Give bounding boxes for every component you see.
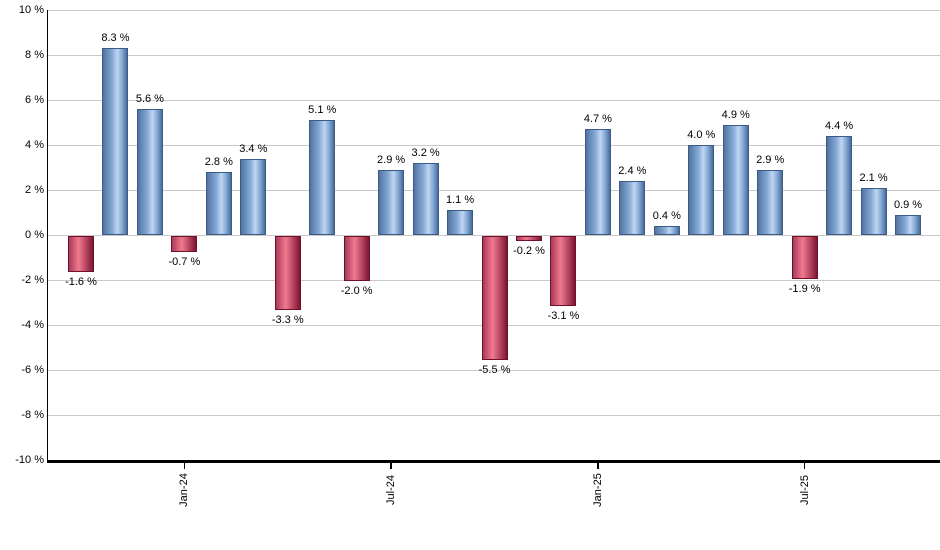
bar-positive xyxy=(136,109,163,235)
y-axis-tick-label: 8 % xyxy=(25,48,44,61)
bar-positive xyxy=(688,145,715,235)
gridline xyxy=(48,55,940,56)
bar-value-label: -0.7 % xyxy=(168,255,201,268)
bar-positive xyxy=(412,163,439,235)
bar-positive xyxy=(102,48,129,235)
bar-value-label: 4.4 % xyxy=(825,120,854,132)
x-axis-tick xyxy=(183,460,186,469)
bar-positive xyxy=(378,169,405,235)
y-axis-tick-label: -2 % xyxy=(21,273,44,286)
bar-value-label: 4.7 % xyxy=(583,113,612,126)
gridline xyxy=(48,190,940,191)
x-axis-tick-label: Jul-25 xyxy=(798,475,811,505)
y-axis-line xyxy=(46,10,48,463)
y-axis-tick-label: 4 % xyxy=(25,138,44,151)
x-axis-tick-label: Jan-24 xyxy=(178,473,191,507)
bar-positive xyxy=(757,169,784,235)
bar-value-label: -3.3 % xyxy=(271,314,304,327)
bar-value-label: 5.6 % xyxy=(135,93,164,105)
bar-positive xyxy=(584,129,611,235)
bar-negative xyxy=(274,236,301,311)
bar-value-label: -1.6 % xyxy=(65,276,97,288)
bar-positive xyxy=(860,187,887,235)
bar-value-label: 2.1 % xyxy=(859,171,888,184)
bar-value-label: 3.2 % xyxy=(411,147,440,159)
bar-negative xyxy=(481,236,508,360)
x-axis-tick-label: Jul-24 xyxy=(385,475,398,505)
bar-value-label: 2.8 % xyxy=(204,156,233,168)
y-axis-tick-label: 0 % xyxy=(25,228,44,241)
bar-value-label: 1.1 % xyxy=(445,194,475,207)
bar-value-label: 3.4 % xyxy=(239,142,268,155)
bar-positive xyxy=(447,210,474,235)
y-axis-tick-label: -10 % xyxy=(15,453,44,466)
bar-positive xyxy=(240,158,267,235)
bar-negative xyxy=(515,236,542,241)
bar-positive xyxy=(309,120,336,235)
bar-value-label: 2.4 % xyxy=(618,165,647,177)
y-axis-tick-label: -8 % xyxy=(21,408,44,421)
y-axis-tick-label: 10 % xyxy=(18,3,44,16)
gridline xyxy=(48,235,940,236)
bar-negative xyxy=(550,236,577,306)
bar-value-label: 2.9 % xyxy=(377,153,406,166)
bar-value-label: 0.4 % xyxy=(652,210,681,222)
bar-negative xyxy=(343,236,370,281)
bar-positive xyxy=(205,172,232,235)
bar-value-label: 2.9 % xyxy=(756,153,785,166)
bar-value-label: -0.2 % xyxy=(513,244,545,257)
bar-value-label: -1.9 % xyxy=(788,282,821,295)
bar-value-label: 0.9 % xyxy=(893,198,923,211)
bar-positive xyxy=(619,181,646,235)
bar-positive xyxy=(722,124,749,235)
bar-positive xyxy=(826,136,853,235)
bar-value-label: 4.9 % xyxy=(721,108,750,121)
bar-negative xyxy=(171,236,198,252)
gridline xyxy=(48,100,940,101)
x-axis-tick-label: Jan-25 xyxy=(591,473,604,507)
bar-positive xyxy=(653,226,680,235)
gridline xyxy=(48,10,940,11)
x-axis-tick xyxy=(597,460,599,469)
y-axis-tick-label: 2 % xyxy=(25,183,44,196)
bar-value-label: 8.3 % xyxy=(101,32,130,45)
bar-value-label: 5.1 % xyxy=(308,104,337,117)
bar-negative xyxy=(791,236,818,279)
bar-value-label: 4.0 % xyxy=(687,129,716,141)
gridline xyxy=(48,145,940,146)
bar-value-label: -5.5 % xyxy=(478,363,511,376)
x-axis-tick xyxy=(803,460,806,469)
y-axis-tick-label: -6 % xyxy=(21,363,44,376)
y-axis-tick-label: 6 % xyxy=(25,93,44,106)
bar-value-label: -3.1 % xyxy=(547,309,580,322)
x-axis-line xyxy=(48,460,940,463)
bar-value-label: -2.0 % xyxy=(340,285,373,297)
y-axis-tick-label: -4 % xyxy=(21,318,44,331)
gridline xyxy=(48,370,940,371)
x-axis-tick xyxy=(390,460,392,469)
gridline xyxy=(48,415,940,416)
bar-negative xyxy=(68,236,94,272)
bar-positive xyxy=(895,214,922,235)
